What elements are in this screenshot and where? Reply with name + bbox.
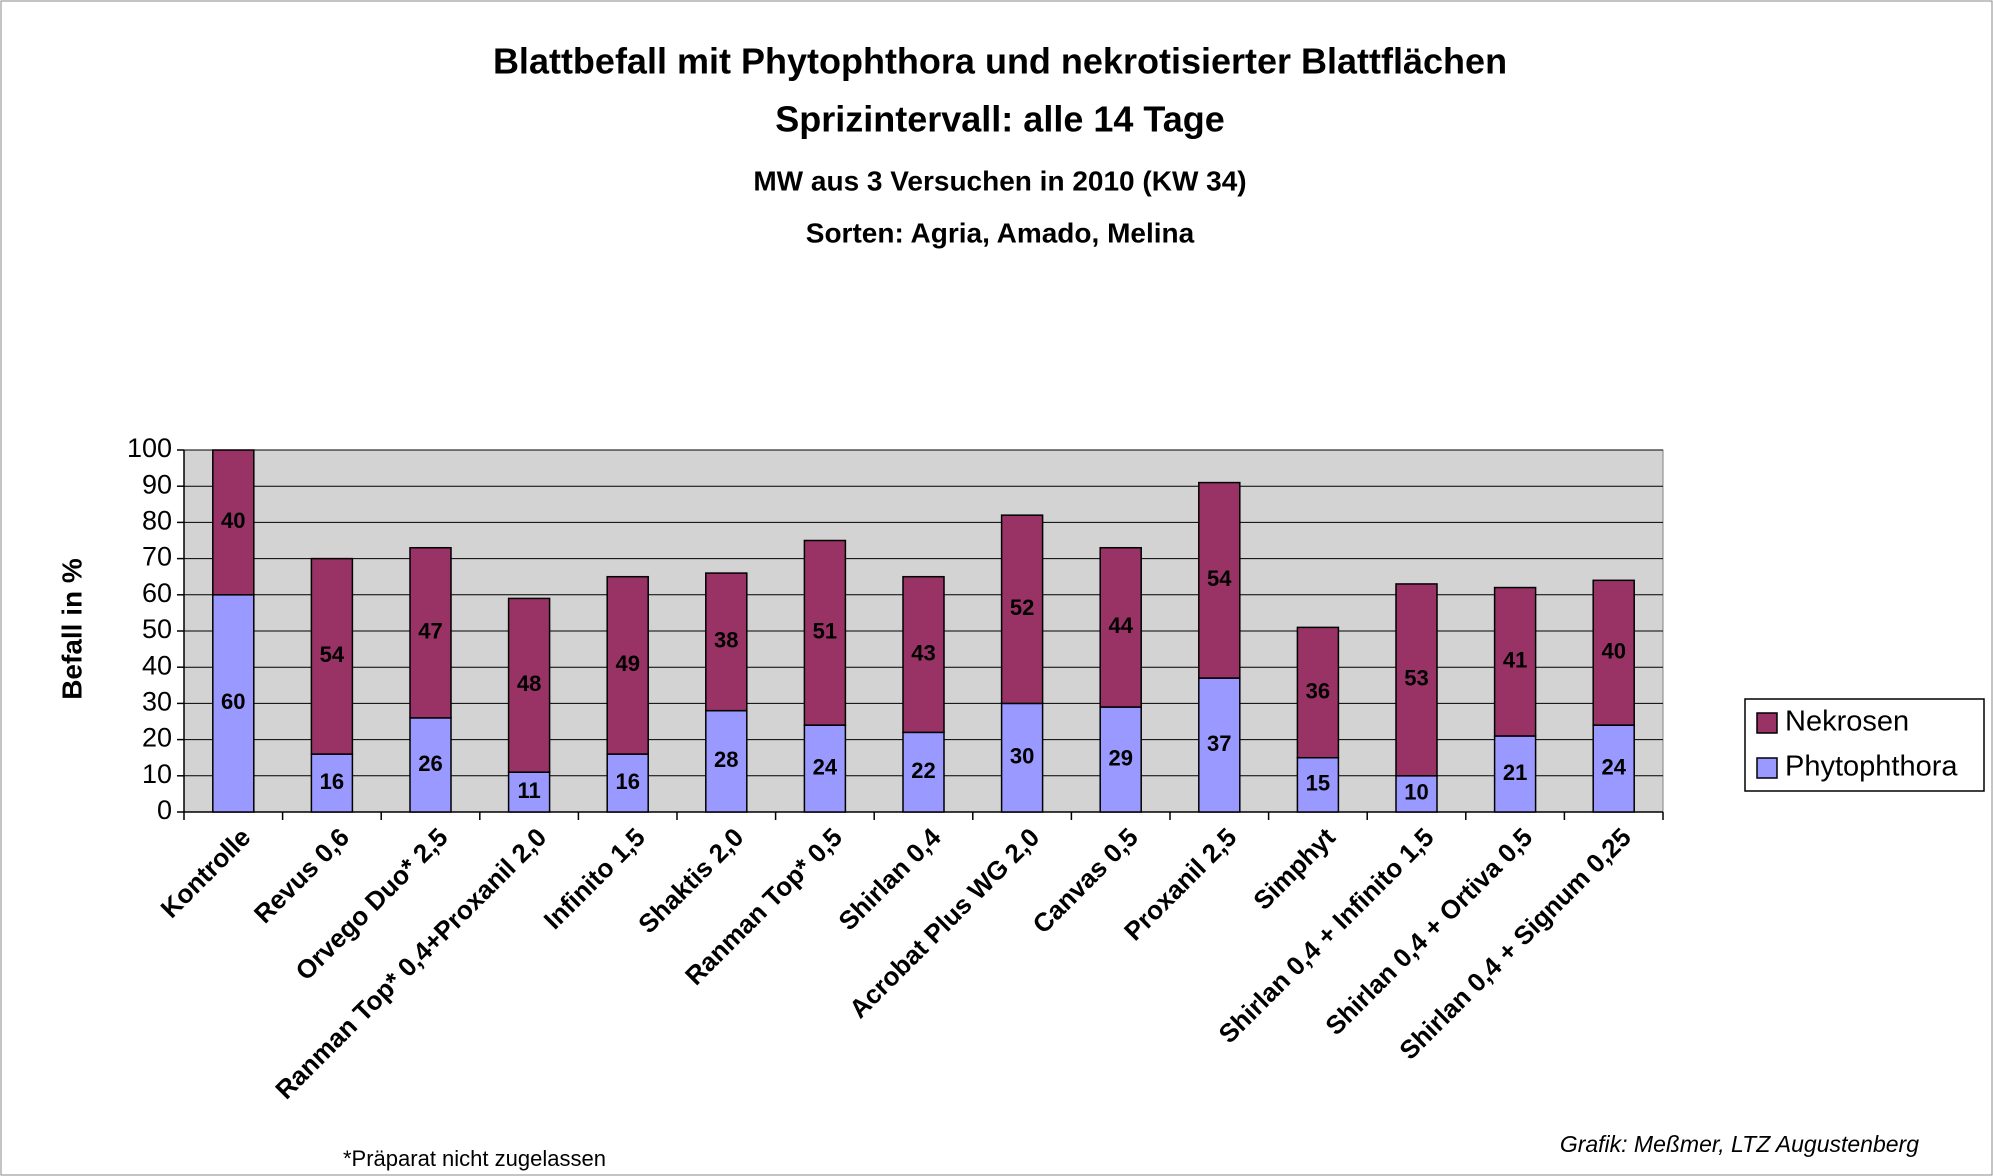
data-label: 44 [1108, 613, 1133, 638]
data-label: 38 [714, 628, 738, 653]
y-tick-label: 100 [127, 433, 172, 463]
bar-segment [902, 575, 945, 734]
data-label: 10 [1404, 780, 1428, 805]
y-tick-label: 40 [142, 650, 172, 680]
y-tick-label: 10 [142, 759, 172, 789]
bar-segment [1198, 481, 1241, 679]
data-label: 40 [1601, 639, 1625, 664]
credit: Grafik: Meßmer, LTZ Augustenberg [1560, 1131, 1919, 1157]
y-tick-label: 20 [142, 723, 172, 753]
y-tick-label: 90 [142, 469, 172, 499]
y-tick-label: 50 [142, 614, 172, 644]
data-label: 30 [1010, 744, 1034, 769]
bar-segment [310, 557, 354, 755]
legend-swatch [1756, 712, 1778, 734]
data-label: 11 [517, 778, 540, 803]
y-tick-label: 60 [142, 578, 172, 608]
data-label: 49 [615, 651, 639, 676]
data-label: 16 [615, 769, 639, 794]
y-tick-label: 80 [142, 506, 172, 536]
data-label: 36 [1306, 678, 1330, 703]
y-axis-label: Befall in % [56, 558, 87, 700]
bar-segment [1493, 586, 1537, 737]
bar-segment [507, 597, 551, 773]
bar-segment [606, 575, 649, 755]
data-label: 29 [1108, 745, 1132, 770]
chart-subtitle: MW aus 3 Versuchen in 2010 (KW 34) [753, 165, 1246, 196]
data-label: 15 [1306, 771, 1330, 796]
data-label: 22 [911, 758, 935, 783]
bar-segment [1000, 514, 1044, 705]
bar-segment [1000, 702, 1044, 813]
data-label: 51 [813, 619, 837, 644]
data-label: 60 [221, 689, 245, 714]
bar-segment [1296, 756, 1340, 813]
bar-segment [902, 731, 945, 813]
bar-segment [212, 449, 255, 596]
data-label: 40 [221, 508, 245, 533]
data-label: 24 [1601, 754, 1626, 779]
chart-title: Blattbefall mit Phytophthora und nekroti… [493, 41, 1507, 82]
bar-segment [212, 594, 255, 813]
bar-segment [1296, 626, 1340, 759]
footnote: *Präparat nicht zugelassen [343, 1146, 606, 1171]
data-label: 37 [1207, 731, 1231, 756]
data-label: 54 [1207, 566, 1232, 591]
data-label: 41 [1503, 648, 1527, 673]
data-label: 54 [320, 642, 345, 667]
legend-box [1744, 698, 1985, 792]
bar-segment [1395, 583, 1438, 777]
data-label: 48 [517, 671, 541, 696]
data-label: 28 [714, 747, 738, 772]
bar-segment [606, 753, 649, 813]
chart-subtitle: Sorten: Agria, Amado, Melina [806, 217, 1195, 248]
bar-segment [1592, 579, 1635, 726]
y-tick-label: 30 [142, 687, 172, 717]
y-tick-label: 70 [142, 542, 172, 572]
data-label: 43 [911, 640, 935, 665]
data-label: 26 [418, 751, 442, 776]
data-label: 47 [418, 619, 442, 644]
legend-label: Nekrosen [1785, 706, 1909, 738]
bar-segment [409, 717, 452, 813]
bar-segment [1592, 724, 1635, 813]
chart-subtitle: Sprizintervall: alle 14 Tage [775, 99, 1225, 140]
data-label: 53 [1404, 666, 1428, 691]
bar-segment [409, 546, 452, 719]
data-label: 52 [1010, 595, 1034, 620]
legend-swatch [1756, 757, 1778, 779]
data-label: 24 [813, 754, 838, 779]
bar-segment [803, 539, 847, 726]
bar-segment [1099, 546, 1142, 708]
bar-segment [705, 572, 748, 712]
data-label: 21 [1503, 760, 1527, 785]
data-label: 16 [320, 769, 344, 794]
bar-segment [1493, 735, 1537, 813]
y-tick-label: 0 [157, 795, 172, 825]
legend-label: Phytophthora [1785, 751, 1958, 783]
